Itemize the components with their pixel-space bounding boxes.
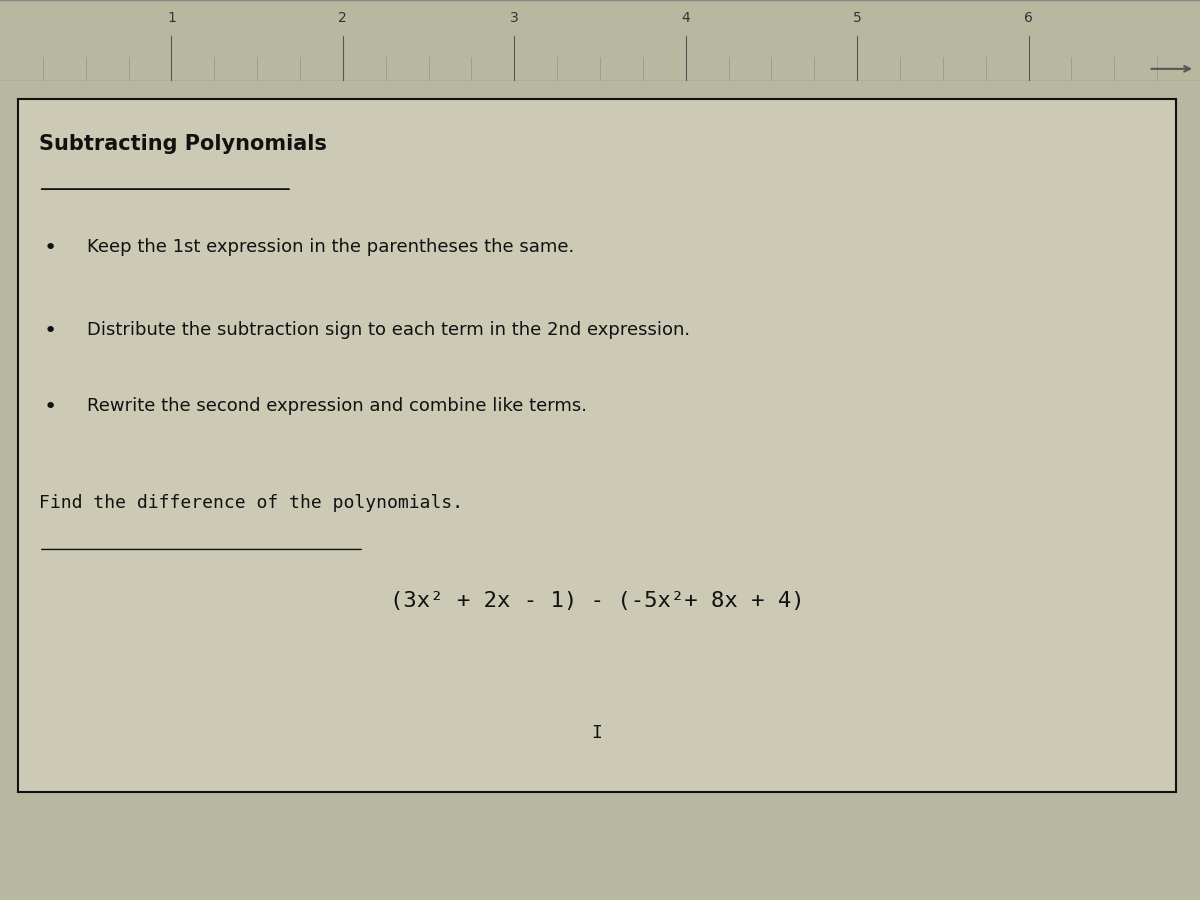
Text: •: • (43, 397, 56, 417)
Text: Rewrite the second expression and combine like terms.: Rewrite the second expression and combin… (88, 397, 588, 415)
Text: Subtracting Polynomials: Subtracting Polynomials (38, 133, 326, 154)
Text: Keep the 1st expression in the parentheses the same.: Keep the 1st expression in the parenthes… (88, 238, 575, 256)
Text: 1: 1 (167, 11, 176, 25)
Text: •: • (43, 238, 56, 257)
Text: Distribute the subtraction sign to each term in the 2nd expression.: Distribute the subtraction sign to each … (88, 320, 691, 338)
Text: I: I (592, 724, 602, 742)
Text: •: • (43, 320, 56, 341)
Text: 4: 4 (682, 11, 690, 25)
Text: (3x² + 2x - 1) - (-5x²+ 8x + 4): (3x² + 2x - 1) - (-5x²+ 8x + 4) (390, 591, 804, 611)
Text: Find the difference of the polynomials.: Find the difference of the polynomials. (38, 494, 463, 512)
Text: 3: 3 (510, 11, 518, 25)
Text: 6: 6 (1024, 11, 1033, 25)
Text: 2: 2 (338, 11, 347, 25)
Text: 5: 5 (853, 11, 862, 25)
